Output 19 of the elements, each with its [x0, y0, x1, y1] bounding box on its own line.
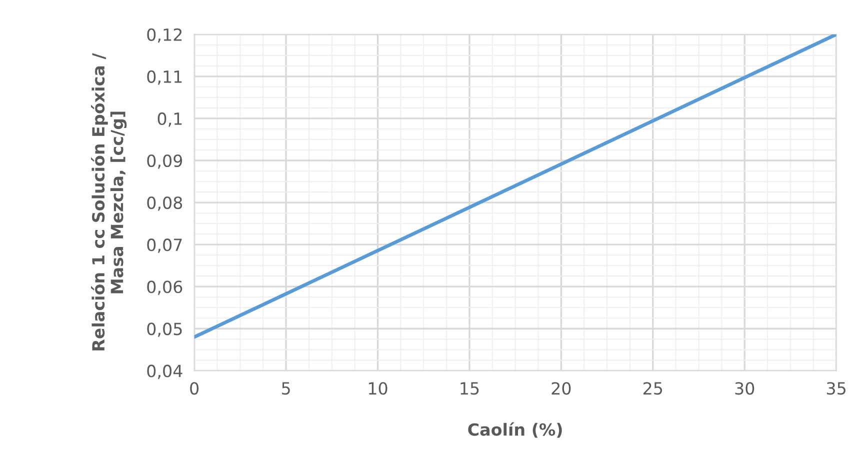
y-tick-label: 0,12 [147, 28, 182, 43]
x-tick-label: 30 [735, 382, 754, 395]
x-tick-label: 15 [460, 382, 479, 395]
y-tick-label: 0,09 [147, 154, 182, 169]
x-tick-label: 0 [190, 382, 199, 395]
x-tick-label: 20 [552, 382, 571, 395]
x-tick-label: 35 [826, 382, 846, 395]
x-tick-label: 10 [368, 382, 388, 395]
y-axis-title: Relación 1 cc Solución Epóxica / Masa Mezcla, [cc/g] [91, 53, 127, 350]
x-axis-title: Caolín (%) [468, 422, 562, 438]
y-tick-label: 0,1 [158, 112, 182, 127]
y-tick-label: 0,08 [147, 196, 182, 211]
x-tick-label: 5 [282, 382, 290, 395]
x-tick-label: 25 [644, 382, 662, 395]
y-tick-label: 0,05 [147, 322, 182, 337]
y-tick-label: 0,11 [147, 70, 182, 85]
y-tick-label: 0,07 [147, 238, 182, 253]
y-tick-label: 0,06 [147, 280, 182, 295]
y-tick-label: 0,04 [147, 364, 182, 379]
